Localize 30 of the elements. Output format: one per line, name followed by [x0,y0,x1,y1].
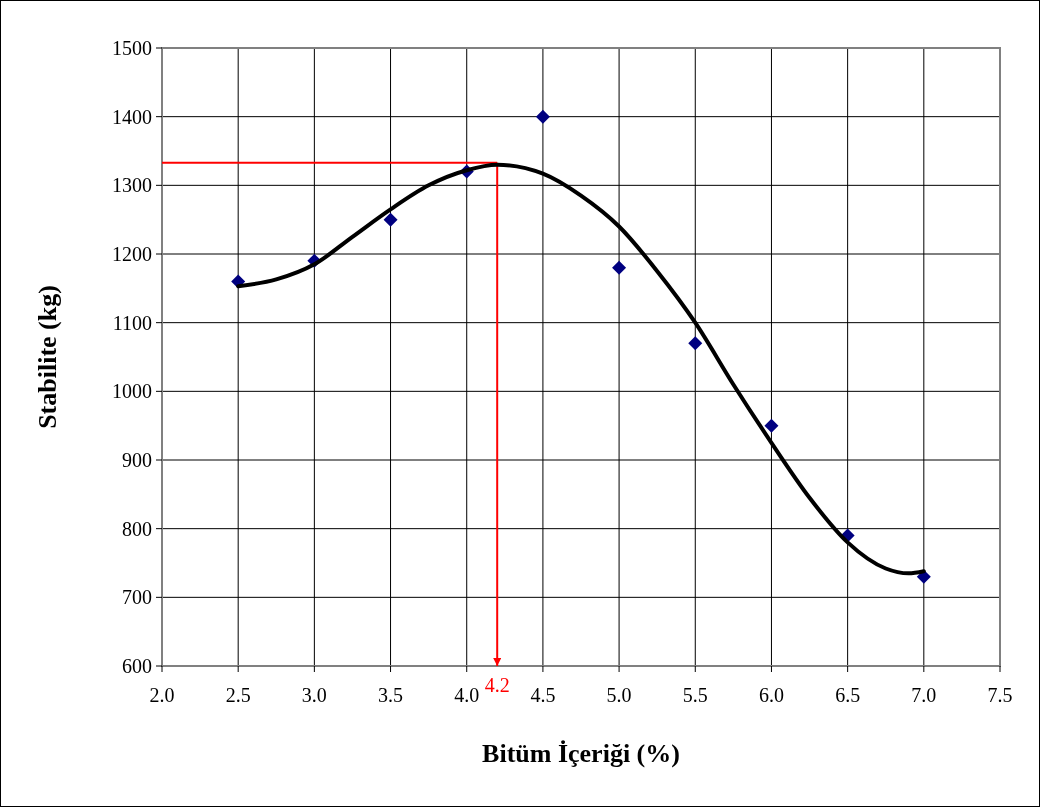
y-tick-label: 600 [122,655,152,677]
x-tick-label: 6.5 [835,684,861,706]
x-tick-label: 6.0 [758,684,784,706]
y-tick-label: 900 [122,449,152,471]
x-tick-label: 5.5 [682,684,708,706]
point [383,212,398,227]
y-tick-label: 1300 [112,174,152,197]
x-tick-label: 5.0 [606,684,632,706]
x-tick-label: 2.0 [149,684,175,706]
point [764,418,779,433]
y-tick-label: 1100 [112,311,152,334]
ref-line-label: 4.2 [484,674,510,696]
x-axis-title: Bitüm İçeriği (%) [482,739,680,768]
x-tick-label: 2.5 [225,684,251,706]
x-tick-label: 4.0 [454,684,480,706]
y-tick-label: 1200 [112,243,152,265]
y-tick-label: 700 [122,586,152,609]
y-tick-label: 1400 [112,105,152,128]
x-tick-label: 7.5 [987,684,1013,706]
x-tick-label: 4.5 [530,684,556,706]
point [535,109,550,124]
y-axis-title: Stabilite (kg) [33,285,62,429]
y-tick-label: 800 [122,517,152,540]
x-tick-label: 3.5 [378,684,404,706]
x-tick-label: 3.0 [301,684,327,706]
y-tick-label: 1000 [112,380,152,403]
point [612,260,627,275]
y-tick-label: 1500 [112,37,152,59]
x-tick-label: 7.0 [911,684,937,706]
point [688,336,703,351]
